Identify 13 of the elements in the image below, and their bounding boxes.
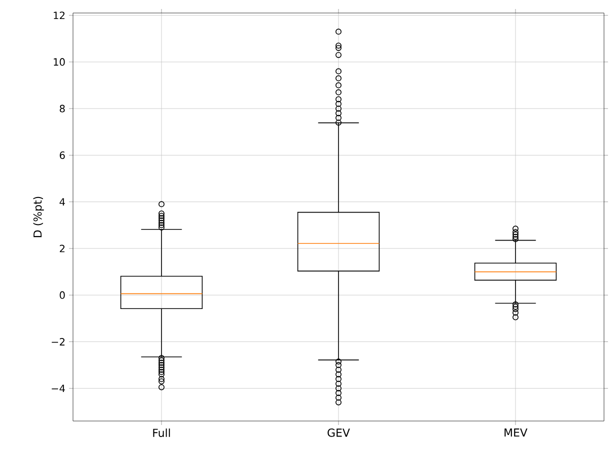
y-tick-label: 4	[60, 198, 65, 206]
y-tick-label: −4	[52, 384, 65, 392]
y-tick-label: 6	[60, 151, 65, 159]
y-axis-title: D (%pt)	[33, 196, 44, 238]
x-tick-label: GEV	[328, 428, 350, 437]
x-tick-label: Full	[153, 428, 170, 438]
x-tick-label: MEV	[504, 428, 528, 437]
y-tick-label: 8	[60, 104, 65, 112]
y-tick-label: 12	[54, 12, 64, 20]
y-tick-label: 10	[54, 58, 65, 66]
y-tick-label: −2	[52, 338, 64, 346]
y-tick-label: 2	[60, 244, 64, 252]
y-tick-label: 0	[60, 291, 65, 299]
